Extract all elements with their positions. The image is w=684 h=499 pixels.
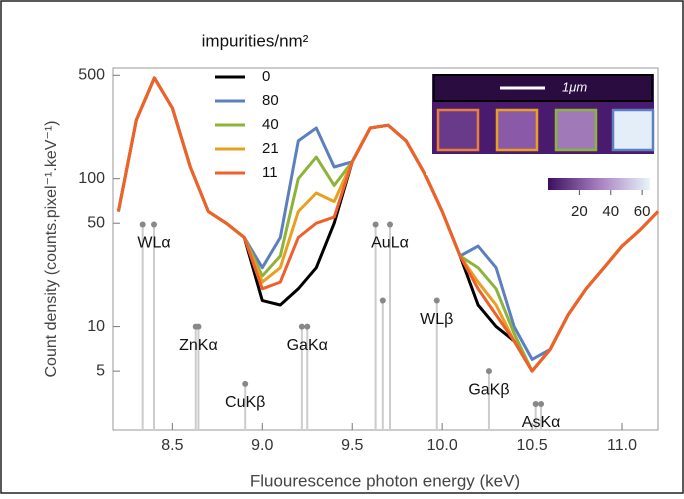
legend-label: 11 <box>262 164 278 181</box>
x-axis-label: Fluourescence photon energy (keV) <box>250 471 520 490</box>
scale-bar-label: 1μm <box>562 79 587 94</box>
annotation-dot <box>538 401 544 407</box>
annotation-dot <box>387 222 393 228</box>
chart: impurities/nm² Fluourescence photon ener… <box>0 0 684 494</box>
annotation-dot <box>486 368 492 374</box>
y-tick-label: 5 <box>96 362 105 379</box>
annotation-dot <box>380 298 386 304</box>
annotation-dot <box>533 401 539 407</box>
x-tick-label: 11.0 <box>607 437 637 454</box>
region <box>497 110 537 150</box>
x-tick-label: 9.0 <box>251 437 273 454</box>
x-tick-label: 10.0 <box>427 437 458 454</box>
annotation-dot <box>434 298 440 304</box>
annotation-dot <box>151 222 157 228</box>
annotation-label: CuKβ <box>225 394 265 411</box>
annotation-dot <box>373 222 379 228</box>
annotation-dot <box>304 324 310 330</box>
annotation-dot <box>140 222 146 228</box>
y-axis-label: Count density (counts.pixel⁻¹.keV⁻¹) <box>43 121 60 378</box>
region <box>556 110 596 150</box>
annotation-dot <box>195 324 201 330</box>
annotation-label: GaKβ <box>468 381 509 398</box>
annotation-label: AsKα <box>522 414 561 431</box>
y-tick-label: 50 <box>87 214 105 231</box>
y-tick-label: 500 <box>78 66 105 83</box>
region <box>438 110 478 150</box>
x-tick-label: 10.5 <box>517 437 548 454</box>
legend-label: 40 <box>262 116 279 133</box>
x-tick-label: 9.5 <box>341 437 363 454</box>
colorbar-tick-label: 20 <box>571 203 588 220</box>
y-tick-label: 10 <box>87 318 105 335</box>
annotation-dot <box>242 381 248 387</box>
annotation-label: ZnKα <box>179 337 218 354</box>
annotation-dot <box>299 324 305 330</box>
x-tick-label: 8.5 <box>161 437 183 454</box>
colorbar <box>548 178 650 190</box>
legend-label: 80 <box>262 92 279 109</box>
annotation-label: AuLα <box>371 235 409 252</box>
colorbar-tick-label: 60 <box>634 203 651 220</box>
annotation-label: WLβ <box>420 311 453 328</box>
annotation-label: GaKα <box>287 337 328 354</box>
region <box>613 110 653 150</box>
colorbar-tick-label: 40 <box>602 203 619 220</box>
legend-label: 21 <box>262 140 279 157</box>
inset: 1μm <box>426 70 657 190</box>
legend-title: impurities/nm² <box>202 31 309 50</box>
annotation-label: WLα <box>137 235 170 252</box>
legend-label: 0 <box>262 68 270 85</box>
y-tick-label: 100 <box>78 170 105 187</box>
